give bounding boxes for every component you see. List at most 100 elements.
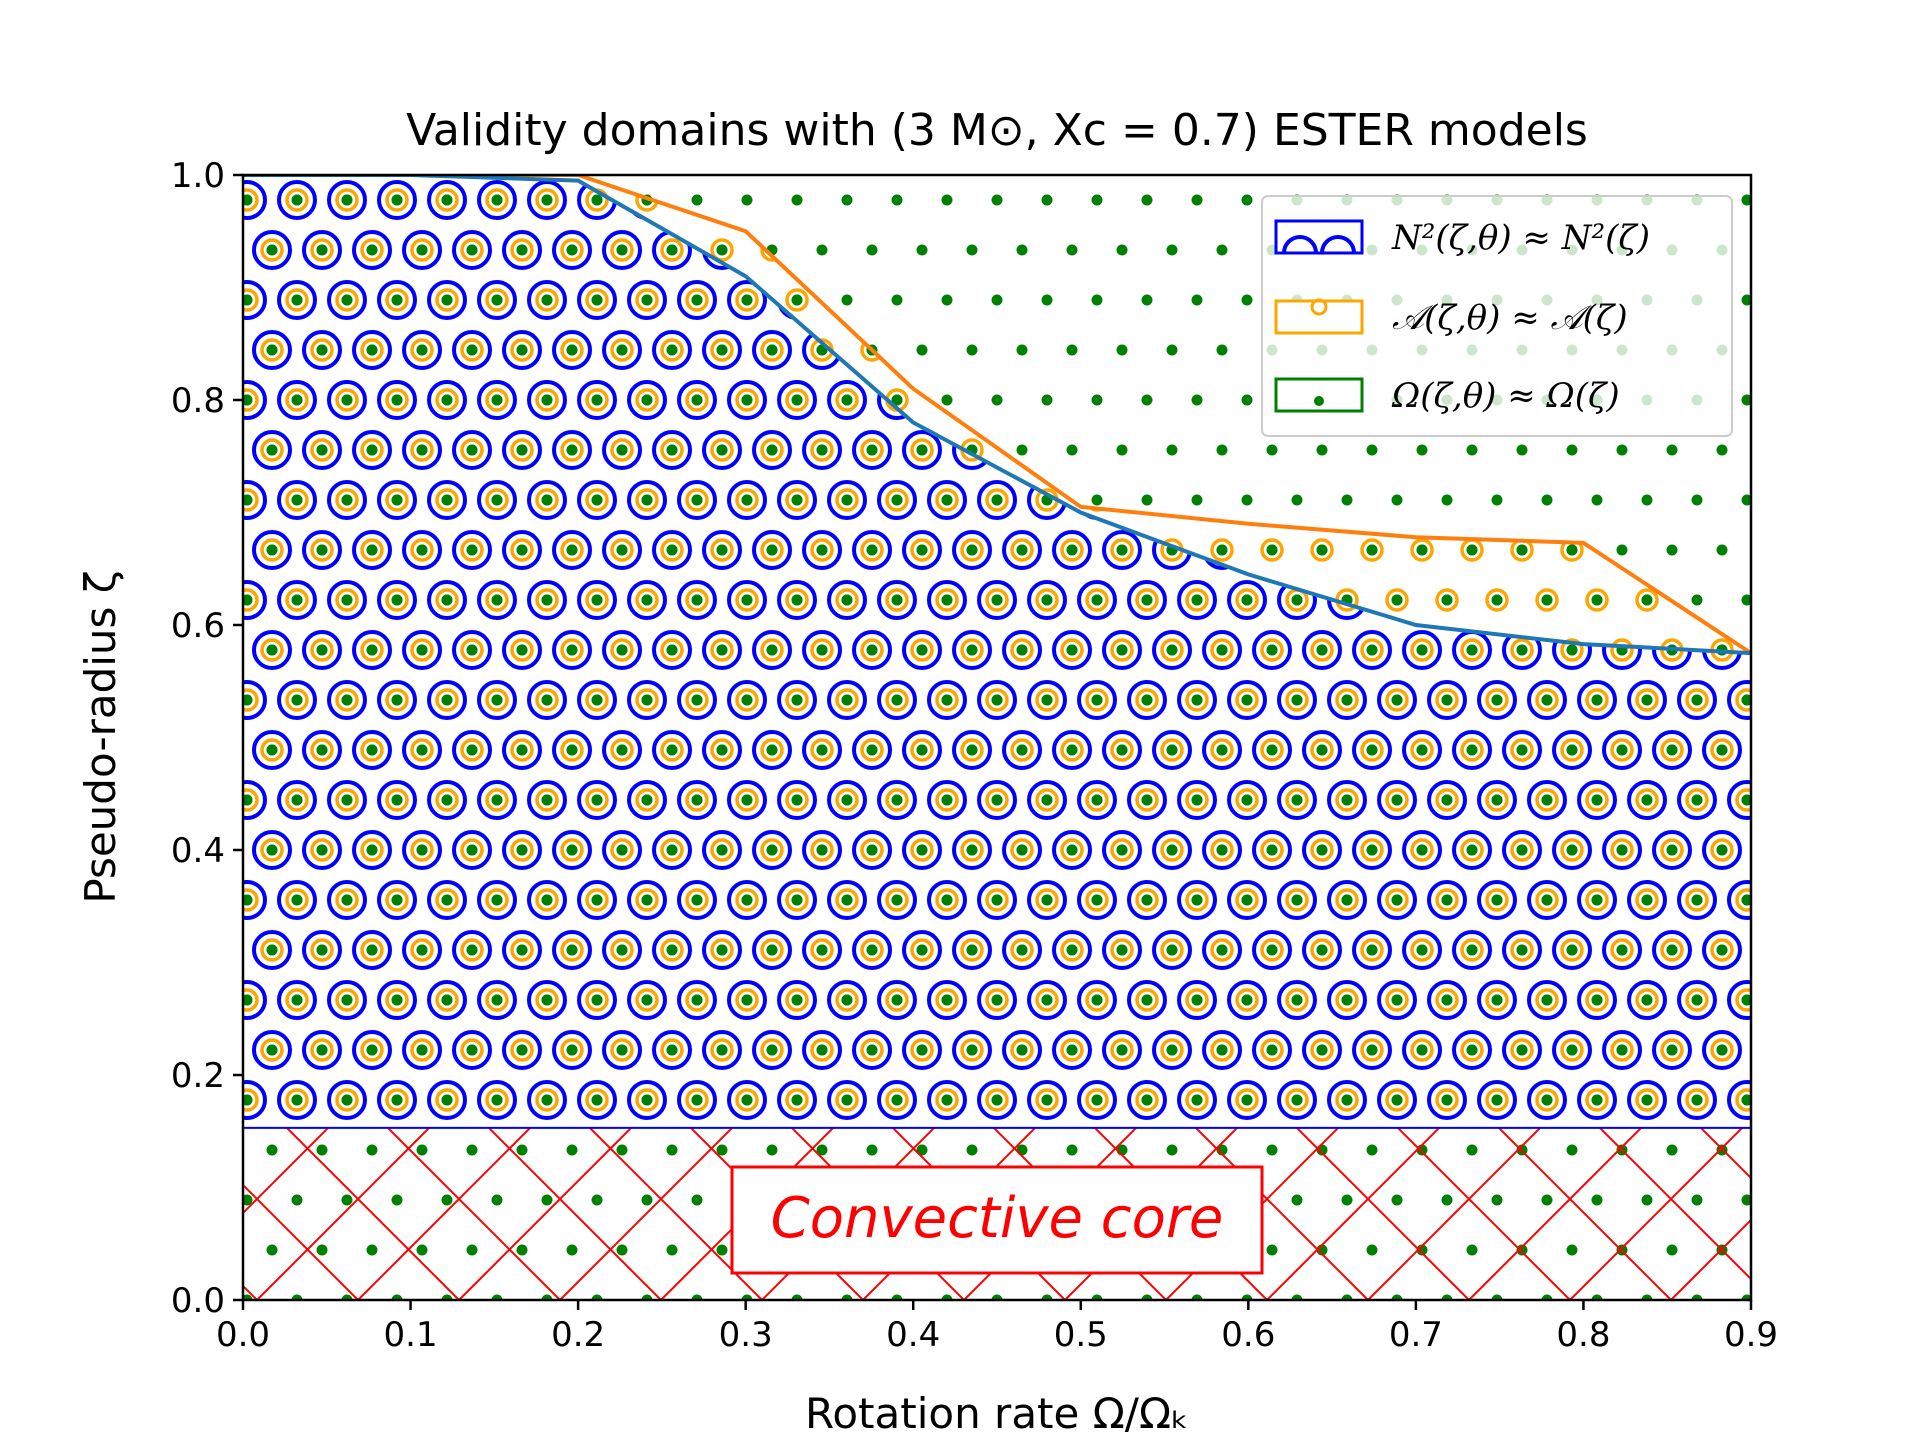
n2-hatch-circle [1402,630,1442,670]
a-hatch-dot [716,244,728,256]
n2-hatch-circle [277,780,317,820]
a-hatch-dot [192,595,203,606]
n2-hatch-circle [927,980,967,1020]
n2-hatch-circle [804,1332,840,1368]
n2-hatch-circle [852,430,892,470]
n2-hatch-circle [452,230,492,270]
a-hatch-dot [916,644,928,656]
omega-hatch-dot [1416,1244,1428,1256]
a-hatch-circle [635,888,659,912]
a-hatch-dot [1091,794,1103,806]
omega-hatch-dot [691,1294,703,1300]
a-hatch-dot [1266,844,1278,856]
omega-hatch-dot [1667,1345,1678,1356]
omega-hatch-dot [291,1194,303,1206]
n2-hatch-circle [577,780,617,820]
a-hatch-dot [691,1094,703,1106]
a-hatch-dot [691,394,703,406]
n2-hatch-circle [602,230,642,270]
a-hatch-dot [291,194,303,206]
n2-hatch-circle [527,180,567,220]
a-hatch-dot [1691,694,1703,706]
n2-hatch-circle [452,730,492,770]
omega-hatch-dot [217,1145,228,1156]
a-hatch-circle [460,638,484,662]
a-hatch-dot [1466,944,1478,956]
n2-hatch-circle [1652,930,1692,970]
n2-hatch-circle [204,732,240,768]
a-hatch-dot [217,1245,228,1256]
a-hatch-dot [1517,1345,1528,1356]
a-hatch-circle [1385,988,1409,1012]
a-hatch-dot [1792,795,1803,806]
a-hatch-dot [641,794,653,806]
omega-hatch-dot [1591,1294,1603,1300]
a-hatch-circle [1510,638,1534,662]
a-hatch-circle [1460,838,1484,862]
n2-hatch-circle [552,430,592,470]
n2-hatch-circle [1202,630,1242,670]
n2-hatch-circle [452,430,492,470]
a-hatch-circle [510,938,534,962]
omega-hatch-dot [1767,545,1778,556]
a-hatch-circle [1360,538,1384,562]
n2-hatch-circle [1127,580,1167,620]
n2-hatch-circle [727,580,767,620]
a-hatch-circle [410,338,434,362]
a-hatch-circle [560,638,584,662]
a-hatch-dot [741,394,753,406]
n2-hatch-circle [702,630,742,670]
a-hatch-circle [335,688,359,712]
a-hatch-dot [791,394,803,406]
a-hatch-circle [710,738,734,762]
n2-hatch-circle [902,1030,942,1070]
a-hatch-circle [460,338,484,362]
a-hatch-dot [1516,1044,1528,1056]
n2-hatch-circle [302,730,342,770]
a-hatch-circle [1735,688,1751,712]
a-hatch-dot [217,1045,228,1056]
omega-hatch-dot [217,945,228,956]
a-hatch-circle [560,1038,584,1062]
a-hatch-circle [1010,638,1034,662]
n2-hatch-circle [1152,630,1192,670]
a-hatch-circle [835,1088,859,1112]
n2-hatch-circle [204,1132,240,1168]
a-hatch-dot [416,244,428,256]
n2-hatch-circle [1779,982,1815,1018]
n2-hatch-circle [1779,1082,1815,1118]
a-hatch-dot [816,1044,828,1056]
a-hatch-dot [1016,644,1028,656]
a-hatch-circle [1435,688,1459,712]
a-hatch-dot [766,344,778,356]
a-hatch-circle [485,788,509,812]
omega-hatch-dot [866,1144,878,1156]
a-hatch-dot [416,444,428,456]
n2-hatch-circle [502,930,542,970]
n2-hatch-circle [277,480,317,520]
a-hatch-circle [1635,888,1659,912]
a-hatch-circle [1185,688,1209,712]
a-hatch-dot [1016,1044,1028,1056]
n2-hatch-circle [1779,582,1815,618]
a-hatch-dot [1366,844,1378,856]
a-hatch-circle [1335,888,1359,912]
n2-hatch-circle [502,530,542,570]
omega-hatch-dot [1191,394,1203,406]
n2-hatch-circle [1552,1030,1592,1070]
n2-hatch-circle [577,880,617,920]
a-hatch-dot [1566,544,1578,556]
a-hatch-dot [1191,694,1203,706]
a-hatch-circle [485,688,509,712]
n2-hatch-circle [752,630,792,670]
a-hatch-circle [1360,738,1384,762]
a-hatch-dot [1316,844,1328,856]
a-hatch-circle [1260,938,1284,962]
n2-hatch-circle [1002,630,1042,670]
a-hatch-dot [416,1044,428,1056]
a-hatch-dot [716,644,728,656]
n2-hatch-circle [452,330,492,370]
n2-hatch-circle [927,780,967,820]
omega-hatch-dot [1641,494,1653,506]
omega-hatch-dot [192,195,203,206]
